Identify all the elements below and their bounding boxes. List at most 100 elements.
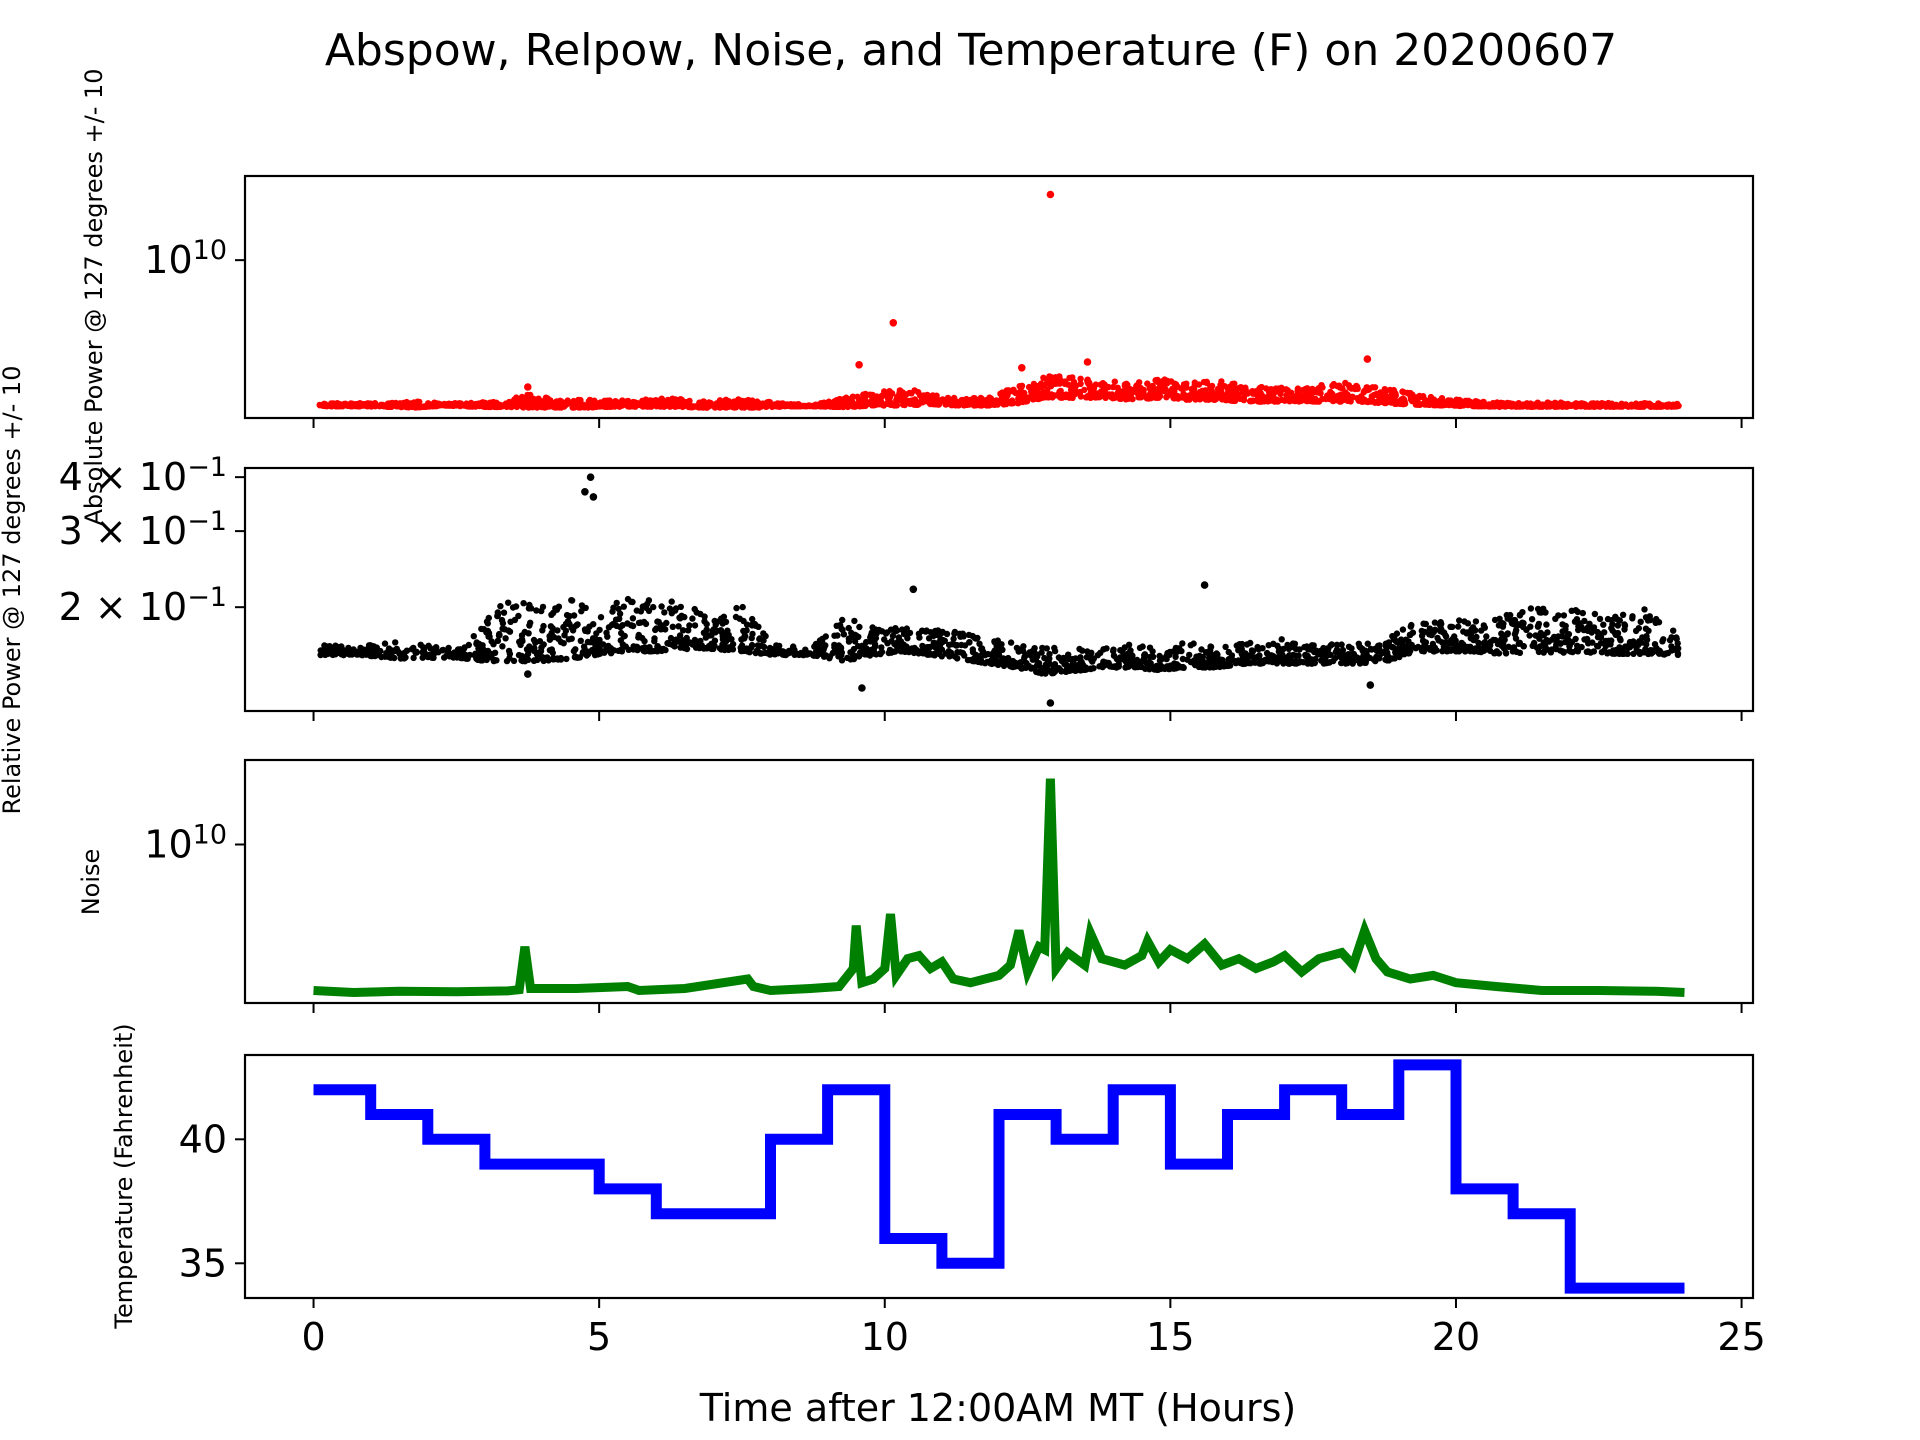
abspow-point [421,403,428,410]
abspow-point [894,393,901,400]
abspow-point [1303,395,1310,403]
relpow-point [521,628,528,636]
abspow-point [723,404,730,411]
relpow-point [849,650,856,657]
relpow-point [1295,652,1302,659]
relpow-point [1512,628,1519,636]
abspow-point [1242,386,1249,393]
abspow-point [535,399,543,407]
relpow-point [1149,648,1156,655]
relpow-point [1101,662,1109,669]
relpow-point [1456,617,1463,624]
relpow-point [1043,645,1051,652]
abspow-point [504,401,512,408]
relpow-point [1634,648,1642,655]
relpow-point [760,643,768,651]
relpow-point [568,597,576,604]
abspow-point [1109,394,1116,401]
relpow-point [548,629,555,637]
relpow-point [822,633,829,640]
relpow-point [560,640,567,647]
abspow-point [604,397,612,404]
relpow-point [1616,644,1623,651]
abspow-point [1625,403,1632,410]
relpow-point [650,603,657,611]
relpow-point [555,635,562,642]
abspow-point [478,399,485,407]
relpow-point [1076,645,1083,653]
relpow-point [1632,627,1640,635]
relpow-point [597,640,604,648]
relpow-point [563,655,570,663]
abspow-point [1401,400,1409,407]
relpow-point [574,621,581,628]
abspow-point [1137,384,1145,392]
abspow-point [1278,385,1285,392]
relpow-point [1515,640,1523,647]
abspow-point [893,402,901,409]
y-tick-label: 1010 [144,819,227,866]
abspow-point [1077,393,1085,400]
abspow-point [866,391,874,398]
relpow-point [1178,647,1185,655]
relpow-point [1089,658,1096,665]
abspow-point [1376,391,1383,398]
plot-area-relpow [317,473,1682,707]
abspow-point [1155,390,1163,397]
relpow-point [1277,657,1285,665]
relpow-point [1573,616,1581,623]
relpow-point [1616,617,1624,624]
relpow-point [1614,622,1622,629]
relpow-point [1437,619,1444,626]
abspow-point [1056,373,1063,380]
relpow-point [1303,643,1311,650]
abspow-point [800,402,807,410]
relpow-point [1171,661,1179,668]
relpow-point [605,624,613,631]
relpow-point [1077,656,1084,663]
relpow-point [1010,662,1018,669]
relpow-point [545,657,552,664]
relpow-point [1020,643,1027,650]
abspow-point [1162,386,1169,393]
abspow-point [321,402,329,409]
relpow-point [1389,644,1396,651]
abspow-point [1670,402,1677,410]
relpow-point [1336,652,1344,660]
relpow-point [997,647,1004,654]
relpow-point [1319,657,1326,664]
panel-abspow: 1010 Absolute Power @ 127 degrees +/- 10 [80,68,1755,526]
relpow-point [499,620,507,627]
relpow-point [1622,643,1629,651]
relpow-point [1404,642,1411,649]
relpow-point [1179,640,1186,647]
relpow-point [1248,647,1256,654]
relpow-point [1520,620,1527,627]
abspow-point [1424,401,1431,408]
abspow-point [1205,396,1212,403]
relpow-point [1247,639,1254,647]
relpow-point [1433,647,1440,654]
relpow-point [976,640,983,647]
relpow-point [767,649,774,656]
relpow-point [855,633,862,641]
abspow-point [1415,400,1422,407]
relpow-point [580,643,588,650]
relpow-point [900,630,908,638]
relpow-point [1591,610,1599,618]
x-tick-label: 15 [1146,1315,1194,1359]
x-tick-label: 5 [587,1315,611,1359]
relpow-point [1455,648,1463,655]
relpow-point [1045,661,1052,668]
abspow-point [1259,394,1267,401]
abspow-point [957,400,964,407]
abspow-point [405,403,412,411]
relpow-point [601,649,608,656]
y-axis-label-temperature: Temperature (Fahrenheit) [110,1023,138,1329]
relpow-point [840,631,848,638]
relpow-point [510,657,518,665]
relpow-point [635,619,643,627]
relpow-point [500,609,508,616]
relpow-point [1442,632,1449,639]
abspow-point [1304,385,1311,392]
